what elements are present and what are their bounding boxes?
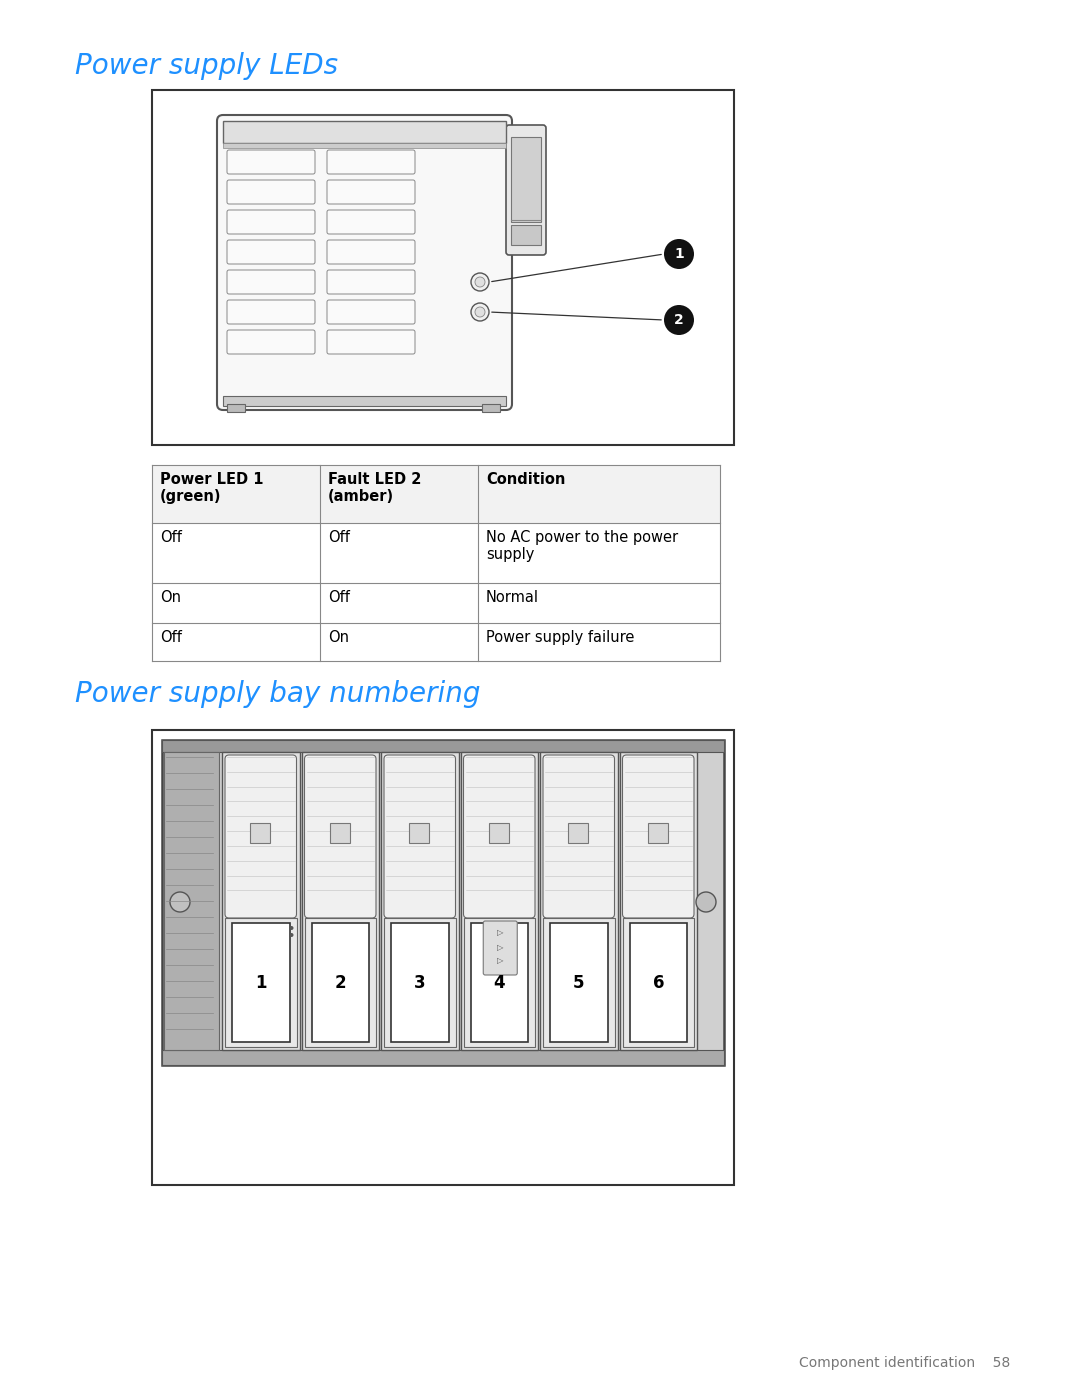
FancyBboxPatch shape bbox=[327, 149, 415, 175]
Bar bbox=[311, 923, 369, 1042]
Text: Off: Off bbox=[160, 630, 181, 645]
Text: 6: 6 bbox=[652, 974, 664, 992]
FancyBboxPatch shape bbox=[227, 330, 315, 353]
Bar bbox=[162, 740, 724, 752]
Text: 5: 5 bbox=[573, 974, 584, 992]
Bar bbox=[648, 823, 667, 842]
Bar bbox=[550, 923, 607, 1042]
Bar bbox=[391, 923, 448, 1042]
Text: Off: Off bbox=[328, 529, 350, 545]
Bar bbox=[164, 752, 219, 1051]
FancyBboxPatch shape bbox=[227, 180, 315, 204]
Bar bbox=[222, 142, 507, 148]
Bar bbox=[301, 752, 379, 1051]
Bar bbox=[222, 752, 299, 1051]
FancyBboxPatch shape bbox=[507, 124, 546, 256]
Bar bbox=[225, 918, 297, 1046]
Bar bbox=[152, 89, 734, 446]
Text: Power supply bay numbering: Power supply bay numbering bbox=[75, 680, 481, 708]
Circle shape bbox=[664, 305, 694, 335]
Bar bbox=[222, 122, 507, 142]
Text: 4: 4 bbox=[494, 974, 505, 992]
Bar bbox=[463, 918, 535, 1046]
Text: On: On bbox=[160, 590, 181, 605]
Bar bbox=[305, 918, 376, 1046]
FancyBboxPatch shape bbox=[327, 300, 415, 324]
Text: Fault LED 2
(amber): Fault LED 2 (amber) bbox=[328, 472, 421, 504]
FancyBboxPatch shape bbox=[217, 115, 512, 409]
Circle shape bbox=[289, 926, 294, 930]
FancyBboxPatch shape bbox=[327, 180, 415, 204]
Bar bbox=[622, 918, 694, 1046]
Text: Power supply failure: Power supply failure bbox=[486, 630, 634, 645]
Bar bbox=[384, 918, 456, 1046]
Bar bbox=[543, 918, 615, 1046]
Bar bbox=[381, 752, 459, 1051]
Text: ▷: ▷ bbox=[497, 929, 503, 937]
FancyBboxPatch shape bbox=[225, 754, 297, 918]
Bar bbox=[511, 225, 541, 244]
FancyBboxPatch shape bbox=[227, 300, 315, 324]
Bar bbox=[460, 752, 538, 1051]
FancyBboxPatch shape bbox=[327, 270, 415, 293]
Circle shape bbox=[664, 239, 694, 270]
FancyBboxPatch shape bbox=[327, 330, 415, 353]
Circle shape bbox=[696, 893, 716, 912]
FancyBboxPatch shape bbox=[327, 240, 415, 264]
Bar bbox=[540, 752, 618, 1051]
Bar bbox=[152, 731, 734, 1185]
Text: Power LED 1
(green): Power LED 1 (green) bbox=[160, 472, 264, 504]
FancyBboxPatch shape bbox=[384, 754, 456, 918]
Text: Off: Off bbox=[328, 590, 350, 605]
Text: 1: 1 bbox=[255, 974, 267, 992]
Bar bbox=[620, 752, 697, 1051]
Text: Component identification    58: Component identification 58 bbox=[799, 1356, 1010, 1370]
Circle shape bbox=[475, 277, 485, 286]
FancyBboxPatch shape bbox=[483, 921, 517, 975]
Bar bbox=[482, 404, 500, 412]
Text: 3: 3 bbox=[414, 974, 426, 992]
FancyBboxPatch shape bbox=[622, 754, 694, 918]
Text: 2: 2 bbox=[674, 313, 684, 327]
Text: Off: Off bbox=[160, 529, 181, 545]
Bar bbox=[162, 1051, 724, 1065]
Text: No AC power to the power
supply: No AC power to the power supply bbox=[486, 529, 678, 563]
Bar bbox=[409, 823, 429, 842]
FancyBboxPatch shape bbox=[227, 149, 315, 175]
Text: 2: 2 bbox=[335, 974, 346, 992]
Circle shape bbox=[170, 893, 190, 912]
Text: 1: 1 bbox=[674, 247, 684, 261]
Text: Normal: Normal bbox=[486, 590, 539, 605]
Text: Condition: Condition bbox=[486, 472, 565, 488]
FancyBboxPatch shape bbox=[227, 240, 315, 264]
Bar bbox=[249, 823, 270, 842]
Bar bbox=[471, 923, 528, 1042]
FancyBboxPatch shape bbox=[227, 270, 315, 293]
Bar bbox=[222, 395, 507, 407]
Bar bbox=[630, 923, 687, 1042]
Bar bbox=[568, 823, 588, 842]
Bar bbox=[488, 823, 509, 842]
Bar bbox=[329, 823, 350, 842]
Bar bbox=[152, 465, 720, 522]
Bar bbox=[227, 404, 245, 412]
Circle shape bbox=[471, 303, 489, 321]
Text: On: On bbox=[328, 630, 349, 645]
FancyBboxPatch shape bbox=[543, 754, 615, 918]
Text: Power supply LEDs: Power supply LEDs bbox=[75, 52, 338, 80]
Circle shape bbox=[471, 272, 489, 291]
FancyBboxPatch shape bbox=[227, 210, 315, 235]
FancyBboxPatch shape bbox=[463, 754, 535, 918]
Bar bbox=[511, 137, 541, 222]
FancyBboxPatch shape bbox=[305, 754, 376, 918]
Circle shape bbox=[475, 307, 485, 317]
FancyBboxPatch shape bbox=[327, 210, 415, 235]
Bar bbox=[232, 923, 289, 1042]
Circle shape bbox=[289, 933, 294, 937]
Bar bbox=[162, 740, 724, 1065]
Text: ▷: ▷ bbox=[497, 943, 503, 953]
Text: ▷: ▷ bbox=[497, 957, 503, 965]
